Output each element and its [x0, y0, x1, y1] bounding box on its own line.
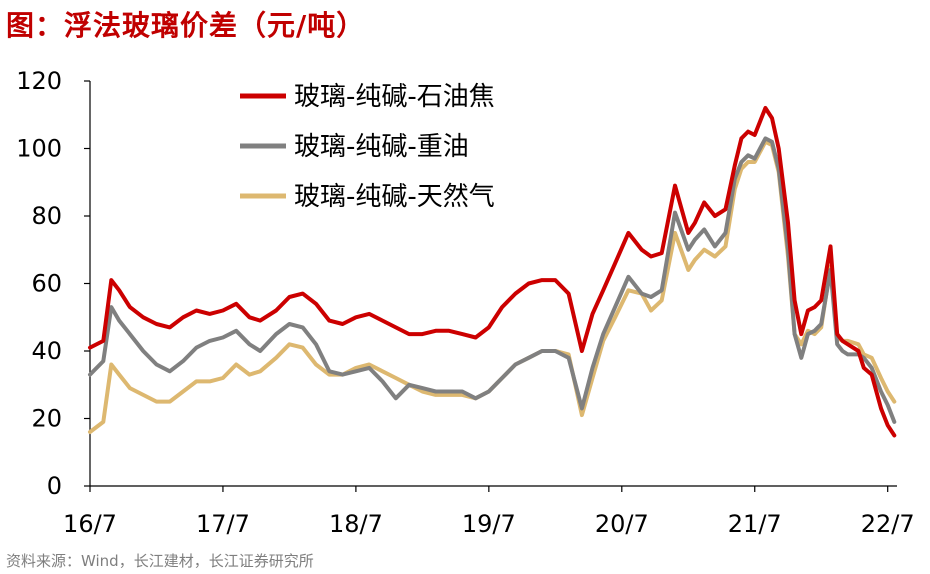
series-line-1 — [88, 106, 897, 438]
series-line-2 — [88, 136, 897, 424]
x-tick-label: 21/7 — [728, 510, 782, 538]
x-tick-label: 17/7 — [196, 510, 250, 538]
y-tick-label: 120 — [16, 67, 62, 95]
y-tick-label: 100 — [16, 135, 62, 163]
y-tick-label: 60 — [31, 270, 62, 298]
y-tick-label: 40 — [31, 337, 62, 365]
y-tick-label: 20 — [31, 405, 62, 433]
x-tick-label: 16/7 — [63, 510, 117, 538]
x-tick-label: 19/7 — [462, 510, 516, 538]
series-lines — [88, 106, 897, 438]
x-tick-label: 22/7 — [861, 510, 915, 538]
legend-label-3: 玻璃-纯碱-天然气 — [294, 182, 495, 212]
x-tick-label: 20/7 — [595, 510, 649, 538]
legend-label-1: 玻璃-纯碱-石油焦 — [294, 82, 495, 112]
legend-label-2: 玻璃-纯碱-重油 — [294, 132, 469, 162]
y-tick-label: 80 — [31, 202, 62, 230]
chart-title: 图：浮法玻璃价差（元/吨） — [6, 9, 366, 42]
y-tick-label: 0 — [47, 472, 62, 500]
axes: 0 20 40 60 80 100 120 16/7 17/7 18/7 19/7 20/7 21/7 2… — [16, 67, 914, 538]
source-note: 资料来源：Wind，长江建材，长江证券研究所 — [6, 552, 314, 570]
x-tick-label: 18/7 — [329, 510, 383, 538]
